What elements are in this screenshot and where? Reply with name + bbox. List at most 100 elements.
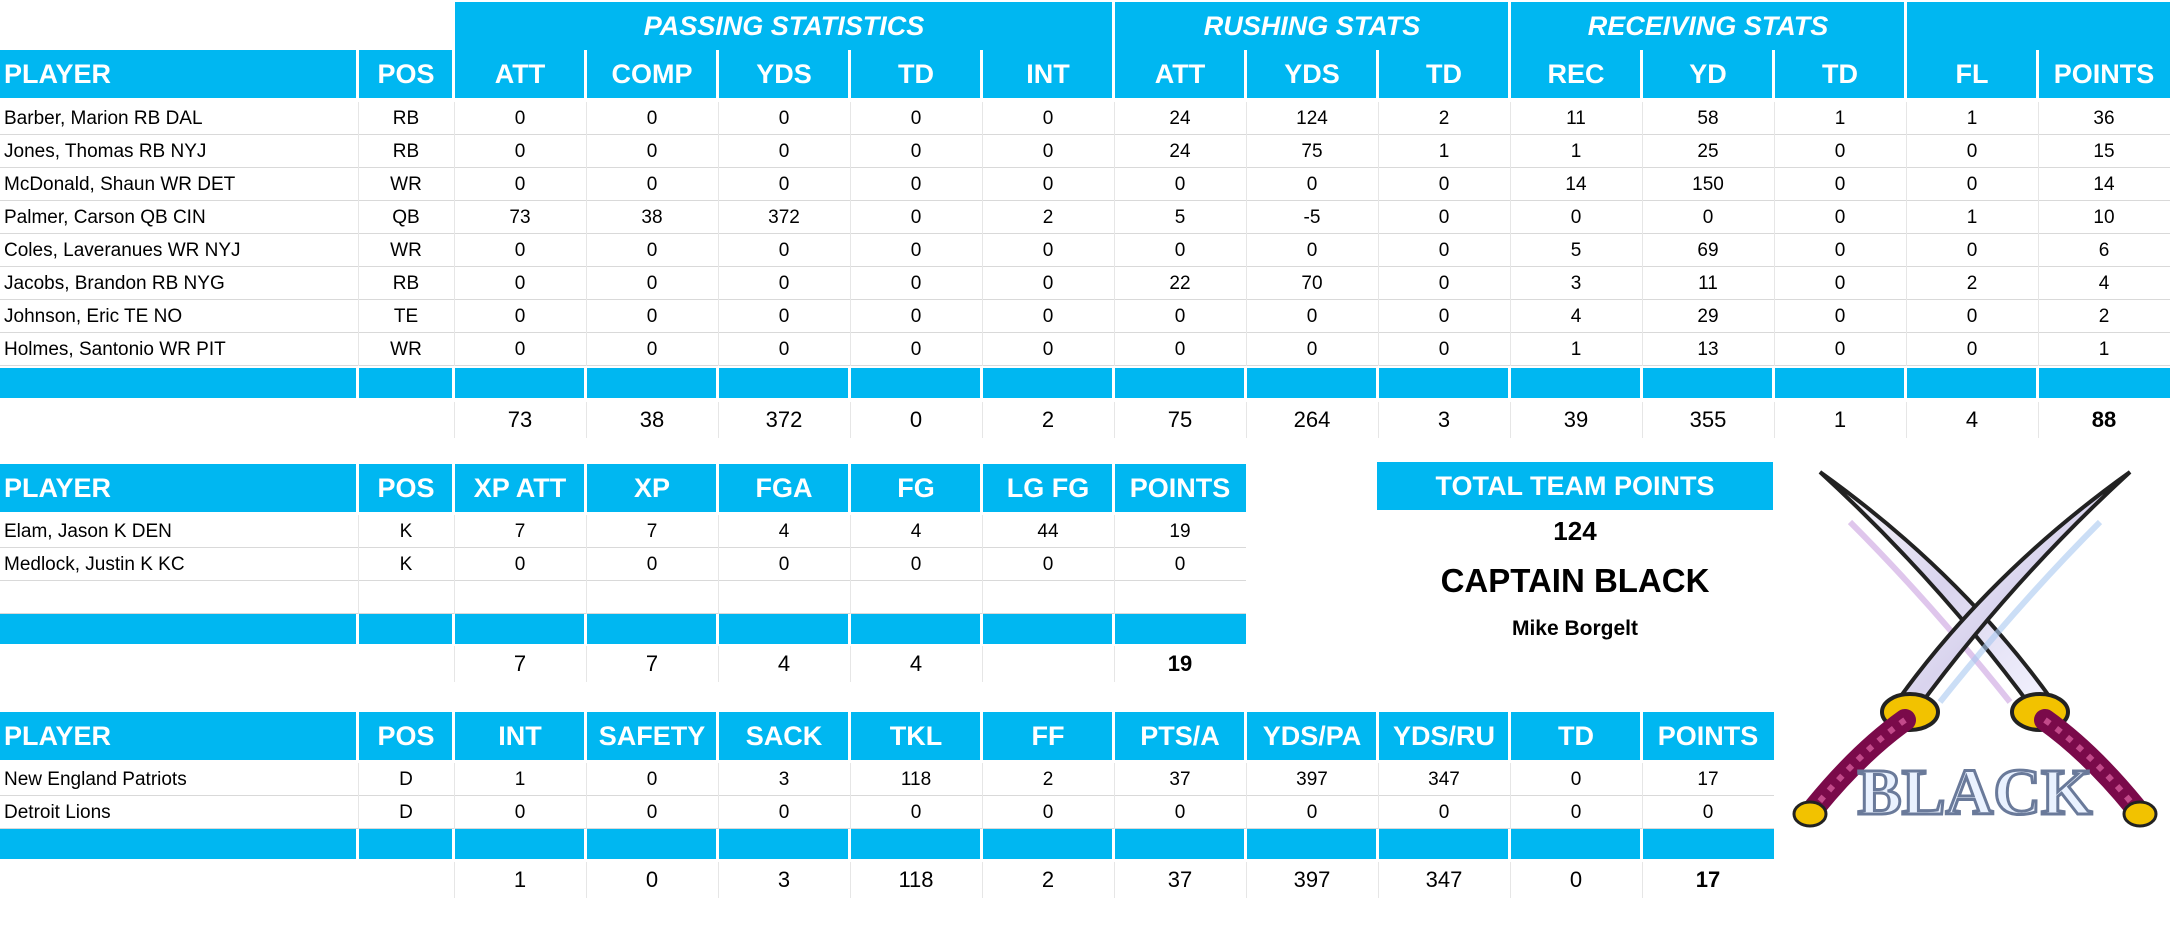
stat-cell: 0 [1042,553,1054,575]
band-separator [452,614,455,644]
stat-cell: 4 [2098,272,2110,294]
stat-cell: K [399,520,413,542]
player-name: McDonald, Shaun WR DET [4,173,236,195]
stat-cell: -5 [1303,206,1321,228]
stat-cell: 22 [1169,272,1191,294]
defense-col-tkl: TKL [889,720,943,751]
stat-cell: QB [392,206,420,228]
band-separator [980,829,983,859]
stat-cell: 3 [1570,272,1582,294]
stat-cell: 0 [646,305,658,327]
defense-total: 3 [777,867,791,892]
offense-total: 88 [2091,407,2117,432]
stat-cell: 118 [900,768,932,790]
col-header-yds: YDS [756,58,812,89]
stat-cell: 0 [1174,801,1186,823]
kicking-col-lg-fg: LG FG [1006,472,1090,503]
offense-total: 73 [507,407,533,432]
band-separator [356,614,359,644]
stat-cell: 0 [514,801,526,823]
band-separator [452,368,455,398]
row-gridline [0,365,2170,366]
total-gridline [718,862,719,898]
stat-cell: 0 [646,239,658,261]
band-separator [848,614,851,644]
stat-cell: 5 [1174,206,1186,228]
kicking-col-fga: FGA [755,472,813,503]
band-separator [452,829,455,859]
stat-cell: 0 [514,239,526,261]
band-separator [1640,368,1643,398]
header-separator [452,712,455,760]
stat-cell: 0 [1438,206,1450,228]
stat-cell: 0 [1966,239,1978,261]
stat-cell: 3 [778,768,790,790]
band-separator [1112,614,1115,644]
stat-cell: 17 [1697,768,1719,790]
logo-text: BLACK [1858,756,2093,829]
offense-total: 372 [765,407,803,432]
band-separator [584,368,587,398]
stat-cell: 14 [2093,173,2115,195]
header-separator [1640,50,1643,98]
column-gridline [358,102,359,366]
player-name: Holmes, Santonio WR PIT [4,338,226,360]
kicking-col-pos: POS [377,472,435,503]
stat-cell: 2 [1966,272,1978,294]
defense-col-ff: FF [1031,720,1065,751]
total-team-points-header: TOTAL TEAM POINTS [1377,462,1773,510]
total-gridline [982,402,983,438]
stat-cell: 0 [1966,140,1978,162]
offense-total-band [0,368,2170,398]
stat-cell: 0 [910,305,922,327]
stat-cell: 0 [1438,801,1450,823]
stat-cell: 7 [646,520,658,542]
stat-cell: 397 [1296,768,1328,790]
band-separator [1244,368,1247,398]
kicking-total: 4 [777,651,791,676]
column-gridline [850,102,851,366]
header-separator [848,464,851,512]
defense-team-name: New England Patriots [4,768,187,790]
header-separator [1772,50,1775,98]
column-gridline [1642,102,1643,366]
stat-cell: 11 [1698,272,1718,294]
defense-col-pts-a: PTS/A [1140,720,1220,751]
column-gridline [850,763,851,829]
header-separator [584,712,587,760]
row-gridline [0,167,2170,168]
defense-col-player: PLAYER [4,720,112,751]
kicking-total [982,646,1114,682]
team-name: CAPTAIN BLACK [1440,562,1710,599]
band-separator [584,829,587,859]
stat-cell: 1 [1966,107,1978,129]
column-gridline [718,515,719,614]
stat-cell: 0 [1966,338,1978,360]
stat-cell: 1 [514,768,526,790]
column-gridline [982,102,983,366]
total-gridline [1510,862,1511,898]
total-gridline [454,862,455,898]
player-name: Barber, Marion RB DAL [4,107,203,129]
stat-cell: 0 [1834,173,1846,195]
stat-cell: 0 [1438,272,1450,294]
column-gridline [586,763,587,829]
stat-cell: 0 [1570,801,1582,823]
stat-cell: K [399,553,413,575]
defense-total: 17 [1695,867,1721,892]
stat-cell: 0 [646,107,658,129]
stat-cell: 0 [1042,239,1054,261]
column-gridline [358,515,359,614]
total-gridline [586,402,587,438]
col-header-att: ATT [494,58,546,89]
kicking-col-xp-att: XP ATT [473,472,567,503]
kicking-col-points: POINTS [1129,472,1231,503]
stat-cell: 0 [1042,305,1054,327]
total-gridline [1906,402,1907,438]
row-gridline [0,828,1774,829]
band-separator [1112,829,1115,859]
band-separator [848,829,851,859]
defense-total-band [0,829,1774,859]
stat-cell: 0 [910,553,922,575]
band-separator [1508,368,1511,398]
